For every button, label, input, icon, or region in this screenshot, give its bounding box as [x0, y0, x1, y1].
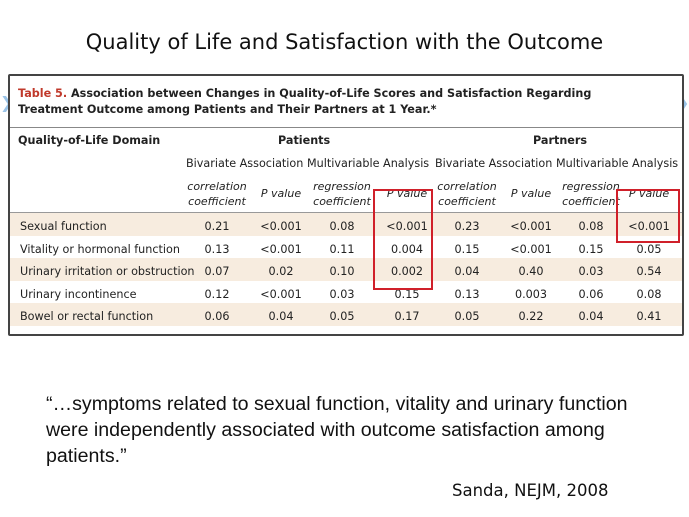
- table-cell: 0.22: [518, 310, 544, 324]
- table-cell: 0.002: [390, 265, 424, 279]
- table-cell: 0.05: [454, 310, 480, 324]
- table-cell: 0.08: [329, 220, 355, 233]
- table-cell: 0.13: [454, 287, 480, 301]
- subgroup-header: Multivariable Analysis: [307, 157, 430, 170]
- column-header: regression coefficient: [313, 180, 371, 208]
- subgroup-header: Bivariate Association: [186, 157, 304, 170]
- table-cell: 0.40: [518, 265, 544, 279]
- table-cell: 0.13: [204, 242, 230, 256]
- header-divider: [10, 212, 682, 213]
- table-caption-text: Association between Changes in Quality-o…: [18, 87, 592, 116]
- table-cell: <0.001: [260, 287, 302, 301]
- group-header-partners: Partners: [533, 134, 588, 147]
- caption-divider: [10, 127, 682, 128]
- table-cell: 0.17: [394, 310, 420, 324]
- table-cell: 0.23: [454, 220, 480, 233]
- table-cell: 0.04: [454, 265, 480, 279]
- domain-header: Quality-of-Life Domain: [18, 134, 161, 147]
- table-cell: 0.15: [394, 287, 420, 301]
- table-cell: 0.03: [578, 265, 604, 279]
- table-cell: 0.41: [636, 310, 662, 324]
- slide-title: Quality of Life and Satisfaction with th…: [85, 30, 604, 54]
- subgroup-header: Multivariable Analysis: [556, 157, 679, 170]
- table-cell: 0.54: [636, 265, 662, 279]
- row-label: Urinary incontinence: [20, 287, 137, 301]
- column-header: P value: [510, 187, 552, 200]
- highlight-box-patients-pvalue: [373, 189, 433, 290]
- highlight-box-partners-pvalue: [616, 189, 680, 243]
- table-caption: Table 5. Association between Changes in …: [18, 86, 658, 118]
- row-band: [10, 213, 682, 236]
- quote-text: “…symptoms related to sexual function, v…: [46, 393, 628, 467]
- row-label: Vitality or hormonal function: [20, 242, 180, 256]
- citation: Sanda, NEJM, 2008: [452, 481, 609, 500]
- column-header: regression coefficient: [562, 180, 620, 208]
- row-band: [10, 303, 682, 326]
- table-cell: 0.003: [514, 287, 548, 301]
- table-cell: 0.06: [204, 310, 230, 324]
- row-label: Urinary irritation or obstruction: [20, 265, 195, 279]
- group-header-patients: Patients: [278, 134, 331, 147]
- table-cell: 0.07: [204, 265, 230, 279]
- column-header: correlation coefficient: [187, 180, 247, 208]
- column-header: correlation coefficient: [437, 180, 497, 208]
- table-cell: <0.001: [260, 220, 302, 233]
- table-cell: <0.001: [510, 242, 552, 256]
- row-label: Bowel or rectal function: [20, 310, 154, 324]
- table-cell: 0.08: [578, 220, 604, 233]
- subgroup-header: Bivariate Association: [435, 157, 553, 170]
- table-cell: 0.05: [636, 242, 662, 256]
- table-cell: 0.04: [578, 310, 604, 324]
- table-cell: 0.06: [578, 287, 604, 301]
- table-cell: 0.12: [204, 287, 230, 301]
- table-cell: <0.001: [510, 220, 552, 233]
- table-cell: 0.10: [329, 265, 355, 279]
- table-cell: <0.001: [628, 220, 670, 233]
- row-band: [10, 258, 682, 281]
- table-cell: 0.15: [578, 242, 604, 256]
- column-header: P value: [260, 187, 302, 200]
- table-figure: Table 5. Association between Changes in …: [8, 74, 684, 336]
- table-cell: 0.02: [268, 265, 294, 279]
- table-cell: 0.004: [390, 242, 424, 256]
- table-cell: 0.08: [636, 287, 662, 301]
- table-cell: 0.21: [204, 220, 230, 233]
- table-cell: 0.04: [268, 310, 294, 324]
- table-cell: <0.001: [260, 242, 302, 256]
- table-label: Table 5.: [18, 87, 68, 100]
- table-cell: 0.11: [329, 242, 355, 256]
- table-cell: <0.001: [386, 220, 428, 233]
- row-label: Sexual function: [20, 220, 107, 233]
- table-cell: 0.05: [329, 310, 355, 324]
- table-cell: 0.03: [329, 287, 355, 301]
- table-cell: 0.15: [454, 242, 480, 256]
